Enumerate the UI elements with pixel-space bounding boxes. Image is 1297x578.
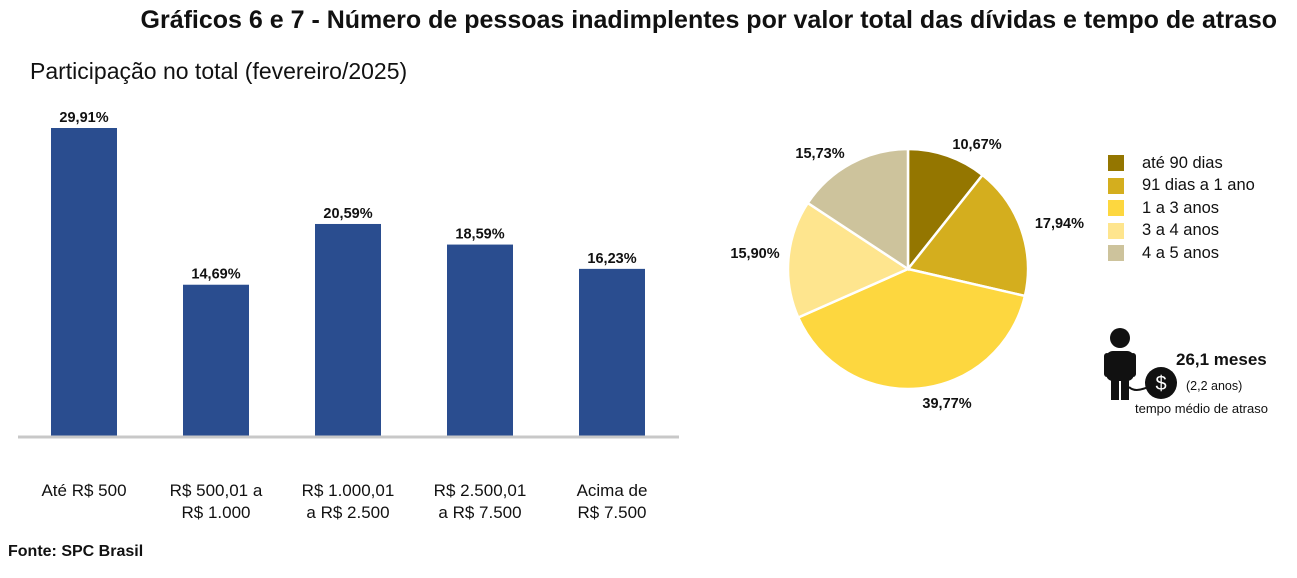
average-delay-value: 26,1 meses	[1176, 350, 1267, 369]
bar-value-label: 20,59%	[323, 206, 372, 222]
dollar-coin-icon: $	[1145, 367, 1177, 399]
pie-slice	[906, 147, 985, 273]
category-label: a R$ 2.500	[306, 503, 389, 522]
pie-value-label: 17,94%	[1035, 216, 1084, 232]
category-label: R$ 1.000,01	[302, 481, 395, 500]
legend-item: 1 a 3 anos	[1108, 197, 1255, 220]
svg-text:$: $	[1155, 373, 1166, 395]
pie-slice	[905, 173, 1030, 298]
category-label: Até R$ 500	[41, 481, 126, 500]
person-icon	[1104, 328, 1149, 400]
pie-slice	[806, 147, 910, 272]
category-label: R$ 1.000	[182, 503, 251, 522]
legend-label: 3 a 4 anos	[1142, 221, 1220, 240]
legend-swatch	[1108, 177, 1124, 194]
page-title: Gráficos 6 e 7 - Número de pessoas inadi…	[140, 6, 1277, 34]
pie-slice	[796, 267, 1027, 391]
bar-chart: 29,91% Até R$ 500 14,69% R$ 500,01 a R$ 1.00…	[18, 110, 679, 522]
legend-item: até 90 dias	[1108, 152, 1255, 175]
pie-value-label: 15,90%	[730, 246, 779, 262]
chart-subtitle: Participação no total (fevereiro/2025)	[30, 58, 408, 84]
pie-value-label: 15,73%	[795, 146, 844, 162]
bar-value-label: 16,23%	[587, 251, 636, 267]
bar	[183, 284, 249, 436]
pie-value-label: 39,77%	[922, 396, 971, 412]
pie-slice	[786, 201, 911, 320]
bar	[579, 268, 645, 436]
bar	[51, 128, 117, 436]
category-label: R$ 500,01 a	[170, 481, 263, 500]
category-label: R$ 7.500	[578, 503, 647, 522]
legend-swatch	[1108, 222, 1124, 239]
bar	[315, 223, 381, 436]
legend-label: até 90 dias	[1142, 153, 1223, 172]
category-label: Acima de	[577, 481, 648, 500]
category-label: R$ 2.500,01	[434, 481, 527, 500]
pie-legend: até 90 dias 91 dias a 1 ano 1 a 3 anos 3 a …	[1108, 152, 1255, 265]
bar	[447, 244, 513, 436]
legend-label: 4 a 5 anos	[1142, 243, 1220, 262]
bar-value-label: 29,91%	[59, 110, 108, 126]
category-label: a R$ 7.500	[438, 503, 521, 522]
legend-item: 91 dias a 1 ano	[1108, 175, 1255, 198]
legend-item: 3 a 4 anos	[1108, 220, 1255, 243]
source-note: Fonte: SPC Brasil	[8, 543, 144, 560]
bar-value-label: 18,59%	[455, 227, 504, 243]
legend-label: 1 a 3 anos	[1142, 198, 1220, 217]
bar-value-label: 14,69%	[191, 267, 240, 283]
legend-label: 91 dias a 1 ano	[1142, 176, 1255, 195]
legend-swatch	[1108, 155, 1124, 172]
legend-item: 4 a 5 anos	[1108, 242, 1255, 265]
average-delay-caption: tempo médio de atraso	[1135, 401, 1268, 416]
legend-swatch	[1108, 200, 1124, 217]
average-delay-years: (2,2 anos)	[1186, 379, 1243, 393]
pie-value-label: 10,67%	[952, 137, 1001, 153]
average-delay-panel: $	[1100, 325, 1290, 420]
legend-swatch	[1108, 245, 1124, 262]
